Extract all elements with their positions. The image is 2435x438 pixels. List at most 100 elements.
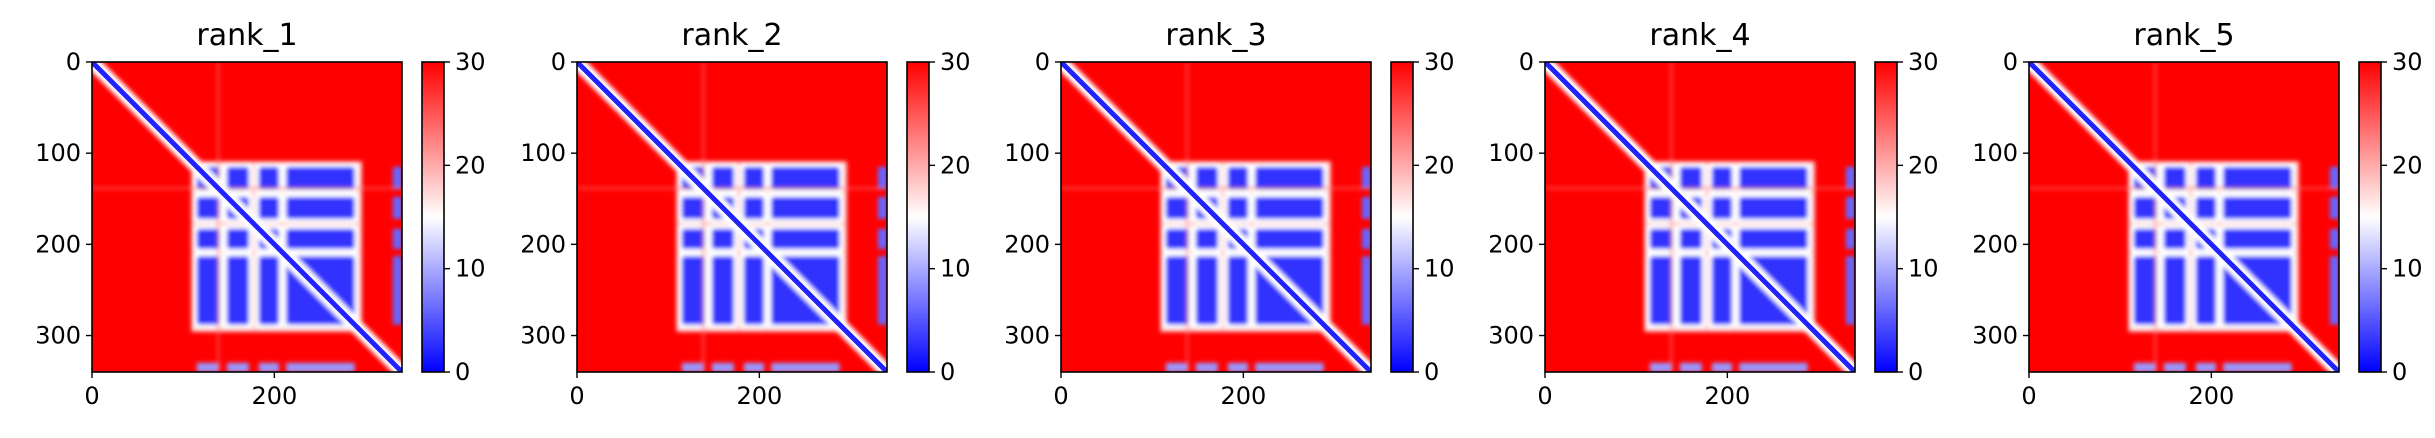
heatmap-image (92, 62, 402, 372)
contact-block (2223, 228, 2292, 249)
colorbar-frame (421, 61, 445, 373)
colorbar (2359, 62, 2381, 372)
y-tick-label: 200 (1972, 230, 2018, 258)
contact-strip (2329, 228, 2339, 249)
contact-block (1739, 228, 1808, 249)
contact-strip (392, 196, 402, 219)
x-tick-label: 200 (251, 382, 297, 410)
contact-block (1739, 166, 1808, 190)
contact-block (771, 228, 840, 249)
heatmap-image (2029, 62, 2339, 372)
y-tick-label: 300 (1972, 322, 2018, 350)
contact-block (711, 166, 734, 190)
colorbar (907, 62, 929, 372)
contact-block (1649, 228, 1673, 249)
contact-strip (2329, 256, 2339, 325)
contact-block (2195, 166, 2216, 190)
contact-block (1227, 196, 1248, 219)
x-tick-label: 0 (1537, 382, 1552, 410)
contact-strip (1845, 256, 1855, 325)
contact-block (1649, 196, 1673, 219)
colorbar-tick-label: 0 (2392, 358, 2407, 386)
contact-block (258, 166, 279, 190)
y-tick-label: 100 (1488, 139, 1534, 167)
contact-strip (771, 362, 840, 372)
colorbar (422, 62, 444, 372)
contact-strip (2163, 362, 2186, 372)
contact-block (771, 196, 840, 219)
y-tick-label: 100 (520, 139, 566, 167)
contact-strip (1845, 228, 1855, 249)
contact-block (711, 256, 734, 325)
y-tick-label: 0 (1035, 48, 1050, 76)
x-tick-label: 200 (1220, 382, 1266, 410)
contact-block (2163, 166, 2186, 190)
colorbar-tick-label: 20 (455, 151, 486, 179)
contact-block (1195, 256, 1218, 325)
contact-strip (681, 362, 705, 372)
colorbar (1391, 62, 1413, 372)
y-tick-label: 200 (520, 230, 566, 258)
contact-block (2163, 256, 2186, 325)
heatmap-image (1545, 62, 1855, 372)
contact-strip (877, 228, 887, 249)
colorbar-frame (1390, 61, 1414, 373)
contact-block (286, 228, 355, 249)
contact-strip (2133, 362, 2157, 372)
contact-strip (2329, 196, 2339, 219)
panel-title: rank_2 (681, 18, 782, 53)
heatmap-panel-1: rank_1 0 100 200 300 0 200 0 10 20 30 (35, 18, 485, 410)
contact-block (196, 256, 220, 325)
y-tick-label: 0 (1519, 48, 1534, 76)
contact-strip (286, 362, 355, 372)
y-tick-label: 100 (1972, 139, 2018, 167)
stripe (701, 62, 705, 372)
contact-block (258, 256, 279, 325)
contact-strip (1165, 362, 1189, 372)
diagonal (92, 62, 402, 372)
panel-title: rank_1 (196, 18, 297, 53)
heatmap-panel-3: rank_3 0 100 200 300 0 200 0 10 20 30 (1004, 18, 1454, 410)
contact-block (226, 166, 249, 190)
y-tick-label: 300 (520, 322, 566, 350)
contact-block (743, 256, 764, 325)
contact-block (1227, 256, 1248, 325)
contact-block (196, 228, 220, 249)
contact-block (258, 196, 279, 219)
contact-strip (392, 256, 402, 325)
contact-block (681, 256, 705, 325)
y-tick-label: 0 (66, 48, 81, 76)
contact-strip (2195, 362, 2216, 372)
colorbar-frame (2358, 61, 2382, 373)
contact-strip (877, 196, 887, 219)
contact-strip (1361, 196, 1371, 219)
contact-block (1649, 256, 1673, 325)
colorbar-tick-label: 10 (1424, 255, 1455, 283)
stripe (577, 186, 887, 190)
contact-strip (1845, 166, 1855, 190)
contact-strip (1711, 362, 1732, 372)
contact-block (1711, 196, 1732, 219)
heatmap-frame (576, 61, 888, 373)
y-tick-label: 300 (35, 322, 81, 350)
contact-strip (2329, 166, 2339, 190)
contact-strip (1739, 362, 1808, 372)
contact-strip (1649, 362, 1673, 372)
stripe (216, 62, 220, 372)
contact-block (1195, 228, 1218, 249)
contact-block (1255, 166, 1324, 190)
contact-block (1711, 256, 1732, 325)
contact-block (2195, 196, 2216, 219)
contact-block (196, 196, 220, 219)
colorbar-tick-label: 10 (1908, 255, 1939, 283)
contact-strip (1679, 362, 1702, 372)
colorbar (1875, 62, 1897, 372)
contact-block (681, 196, 705, 219)
contact-strip (1227, 362, 1248, 372)
stripe (1061, 186, 1371, 190)
contact-block (2195, 256, 2216, 325)
y-tick-label: 0 (2003, 48, 2018, 76)
heatmap-frame (1544, 61, 1856, 373)
x-tick-label: 0 (569, 382, 584, 410)
